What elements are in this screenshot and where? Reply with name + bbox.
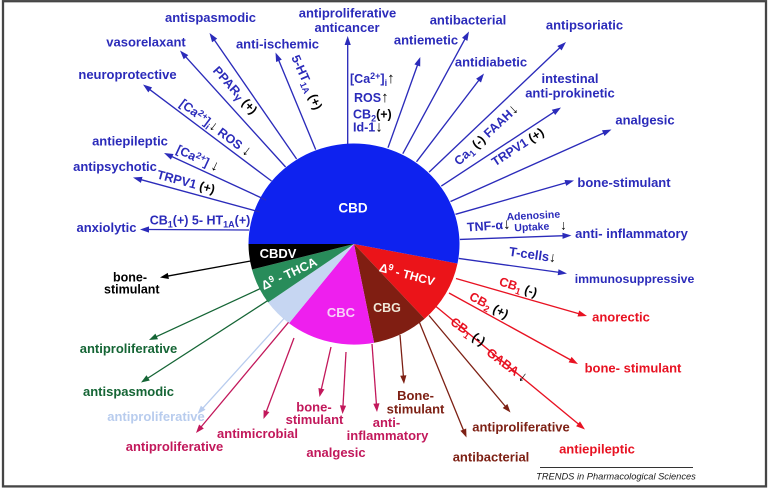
svg-text:CB2​(+): CB2​(+) [353, 108, 392, 124]
svg-text:CBG: CBG [373, 301, 401, 315]
svg-text:antimicrobial: antimicrobial [217, 426, 298, 441]
svg-text:antibacterial: antibacterial [453, 450, 530, 465]
svg-text:anti-ischemic: anti-ischemic [236, 37, 319, 52]
svg-text:antidiabetic: antidiabetic [455, 55, 527, 70]
svg-text:antiproliferative: antiproliferative [126, 439, 224, 454]
svg-text:Adenosine: Adenosine [506, 209, 560, 224]
svg-text:[Ca2+​]i​↑: [Ca2+​]i​↑ [350, 70, 395, 88]
svg-text:antispasmodic: antispasmodic [165, 10, 256, 25]
svg-text:anxiolytic: anxiolytic [77, 220, 137, 235]
svg-text:↓: ↓ [560, 218, 567, 233]
svg-text:Id-1↓: Id-1↓ [353, 119, 383, 136]
svg-text:intestinal: intestinal [541, 71, 598, 86]
svg-text:ROS↑: ROS↑ [354, 89, 389, 106]
svg-text:bone-: bone- [113, 271, 147, 285]
svg-text:antispasmodic: antispasmodic [83, 384, 174, 399]
svg-text:bone-: bone- [296, 400, 331, 415]
svg-text:antiproliferative: antiproliferative [299, 6, 397, 21]
svg-text:analgesic: analgesic [306, 445, 365, 460]
svg-text:CB1​(+) 5- HT1A​(+): CB1​(+) 5- HT1A​(+) [150, 214, 251, 230]
svg-text:anorectic: anorectic [592, 310, 650, 325]
svg-text:TNF-α↓: TNF-α↓ [466, 216, 511, 236]
svg-text:antiemetic: antiemetic [394, 33, 458, 48]
svg-text:stimulant: stimulant [387, 402, 445, 417]
svg-text:immunosuppressive: immunosuppressive [575, 272, 695, 286]
svg-text:T-cells↓: T-cells↓ [508, 243, 557, 265]
svg-text:inflammatory: inflammatory [347, 428, 429, 443]
svg-text:antiepileptic: antiepileptic [92, 134, 168, 149]
svg-text:CBDV: CBDV [260, 246, 297, 261]
svg-text:antiproliferative: antiproliferative [472, 420, 570, 435]
svg-text:antiproliferative: antiproliferative [107, 409, 205, 424]
svg-text:neuroprotective: neuroprotective [78, 67, 176, 82]
svg-text:stimulant: stimulant [286, 412, 344, 427]
svg-text:stimulant: stimulant [104, 283, 160, 297]
svg-text:anti- inflammatory: anti- inflammatory [575, 226, 688, 241]
svg-text:CBD: CBD [338, 201, 367, 216]
svg-text:vasorelaxant: vasorelaxant [106, 35, 186, 50]
svg-text:TRENDS in Pharmacological Scie: TRENDS in Pharmacological Sciences [536, 472, 696, 482]
svg-text:antiepileptic: antiepileptic [559, 442, 635, 457]
svg-text:antipsoriatic: antipsoriatic [546, 18, 623, 33]
svg-text:antibacterial: antibacterial [430, 13, 507, 28]
svg-text:anti-prokinetic: anti-prokinetic [525, 86, 615, 101]
svg-text:bone- stimulant: bone- stimulant [585, 361, 682, 376]
svg-text:anti-: anti- [373, 415, 400, 430]
svg-text:antiproliferative: antiproliferative [80, 341, 178, 356]
svg-text:CBC: CBC [327, 305, 356, 320]
svg-text:Uptake: Uptake [514, 221, 550, 235]
svg-text:antipsychotic: antipsychotic [73, 159, 157, 174]
svg-text:analgesic: analgesic [615, 113, 674, 128]
svg-text:anticancer: anticancer [314, 20, 379, 35]
svg-text:Bone-: Bone- [397, 388, 434, 403]
svg-text:bone-stimulant: bone-stimulant [577, 175, 671, 190]
